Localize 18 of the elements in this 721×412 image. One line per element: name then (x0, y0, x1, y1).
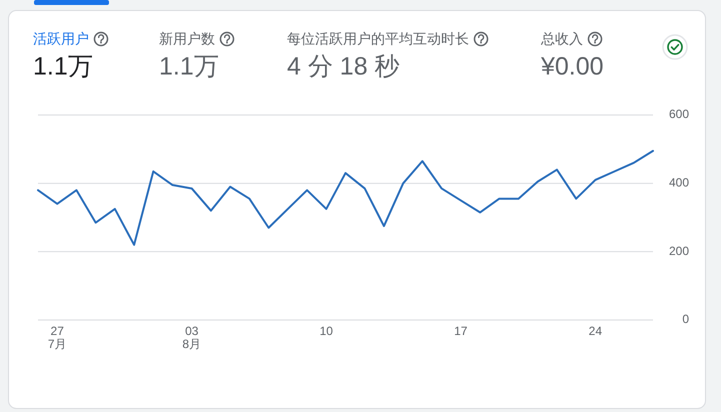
text: 1.1万 (33, 52, 93, 81)
text: 1.1万 (159, 52, 219, 81)
y-tick-label: 400 (668, 176, 690, 190)
text: ¥0.00 (540, 52, 604, 81)
text: 活跃用户 (33, 30, 89, 47)
line-series (37, 150, 654, 246)
x-tick-label: 03 8月 (182, 324, 202, 352)
x-tick-label: 10 (320, 324, 334, 338)
x-tick-label: 17 (454, 324, 468, 338)
x-tick-label: 27 7月 (48, 324, 67, 352)
y-tick-label: 0 (682, 312, 690, 326)
text: 每位活跃用户的平均互动时长 (287, 30, 469, 47)
y-tick-label: 600 (668, 107, 690, 122)
text: 新用户数 (159, 30, 215, 47)
text: 总收入 (540, 30, 583, 47)
text: 4 分 18 秒 (287, 52, 400, 81)
x-tick-label: 24 (588, 324, 602, 338)
y-tick-label: 200 (668, 244, 690, 258)
